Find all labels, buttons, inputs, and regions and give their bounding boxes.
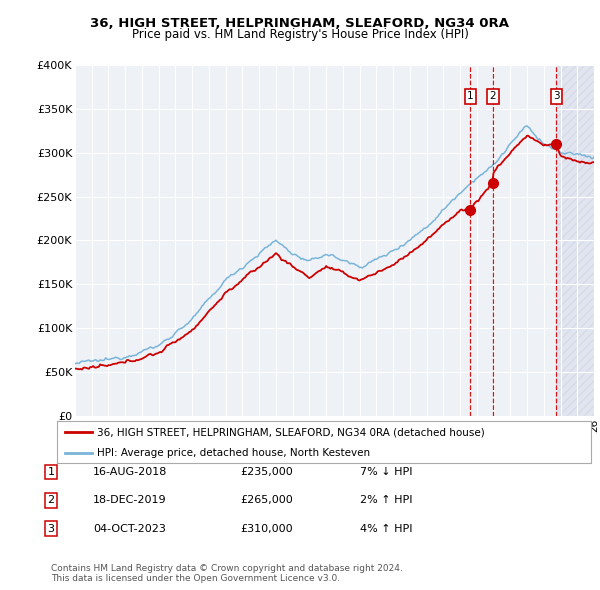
Text: Contains HM Land Registry data © Crown copyright and database right 2024.
This d: Contains HM Land Registry data © Crown c… [51,563,403,583]
Text: 16-AUG-2018: 16-AUG-2018 [93,467,167,477]
Text: 2: 2 [47,496,55,505]
Text: 1: 1 [467,91,474,101]
Text: 18-DEC-2019: 18-DEC-2019 [93,496,167,505]
Text: 4% ↑ HPI: 4% ↑ HPI [360,524,413,533]
Text: 1: 1 [47,467,55,477]
Text: 04-OCT-2023: 04-OCT-2023 [93,524,166,533]
Text: £235,000: £235,000 [240,467,293,477]
Text: HPI: Average price, detached house, North Kesteven: HPI: Average price, detached house, Nort… [97,448,370,457]
Text: 3: 3 [553,91,560,101]
Bar [556,65,594,416]
Text: 3: 3 [47,524,55,533]
Text: 2% ↑ HPI: 2% ↑ HPI [360,496,413,505]
Text: 2: 2 [490,91,496,101]
Text: Price paid vs. HM Land Registry's House Price Index (HPI): Price paid vs. HM Land Registry's House … [131,28,469,41]
Text: £265,000: £265,000 [240,496,293,505]
Text: £310,000: £310,000 [240,524,293,533]
Text: 36, HIGH STREET, HELPRINGHAM, SLEAFORD, NG34 0RA (detached house): 36, HIGH STREET, HELPRINGHAM, SLEAFORD, … [97,427,485,437]
Text: 36, HIGH STREET, HELPRINGHAM, SLEAFORD, NG34 0RA: 36, HIGH STREET, HELPRINGHAM, SLEAFORD, … [91,17,509,30]
Text: 7% ↓ HPI: 7% ↓ HPI [360,467,413,477]
